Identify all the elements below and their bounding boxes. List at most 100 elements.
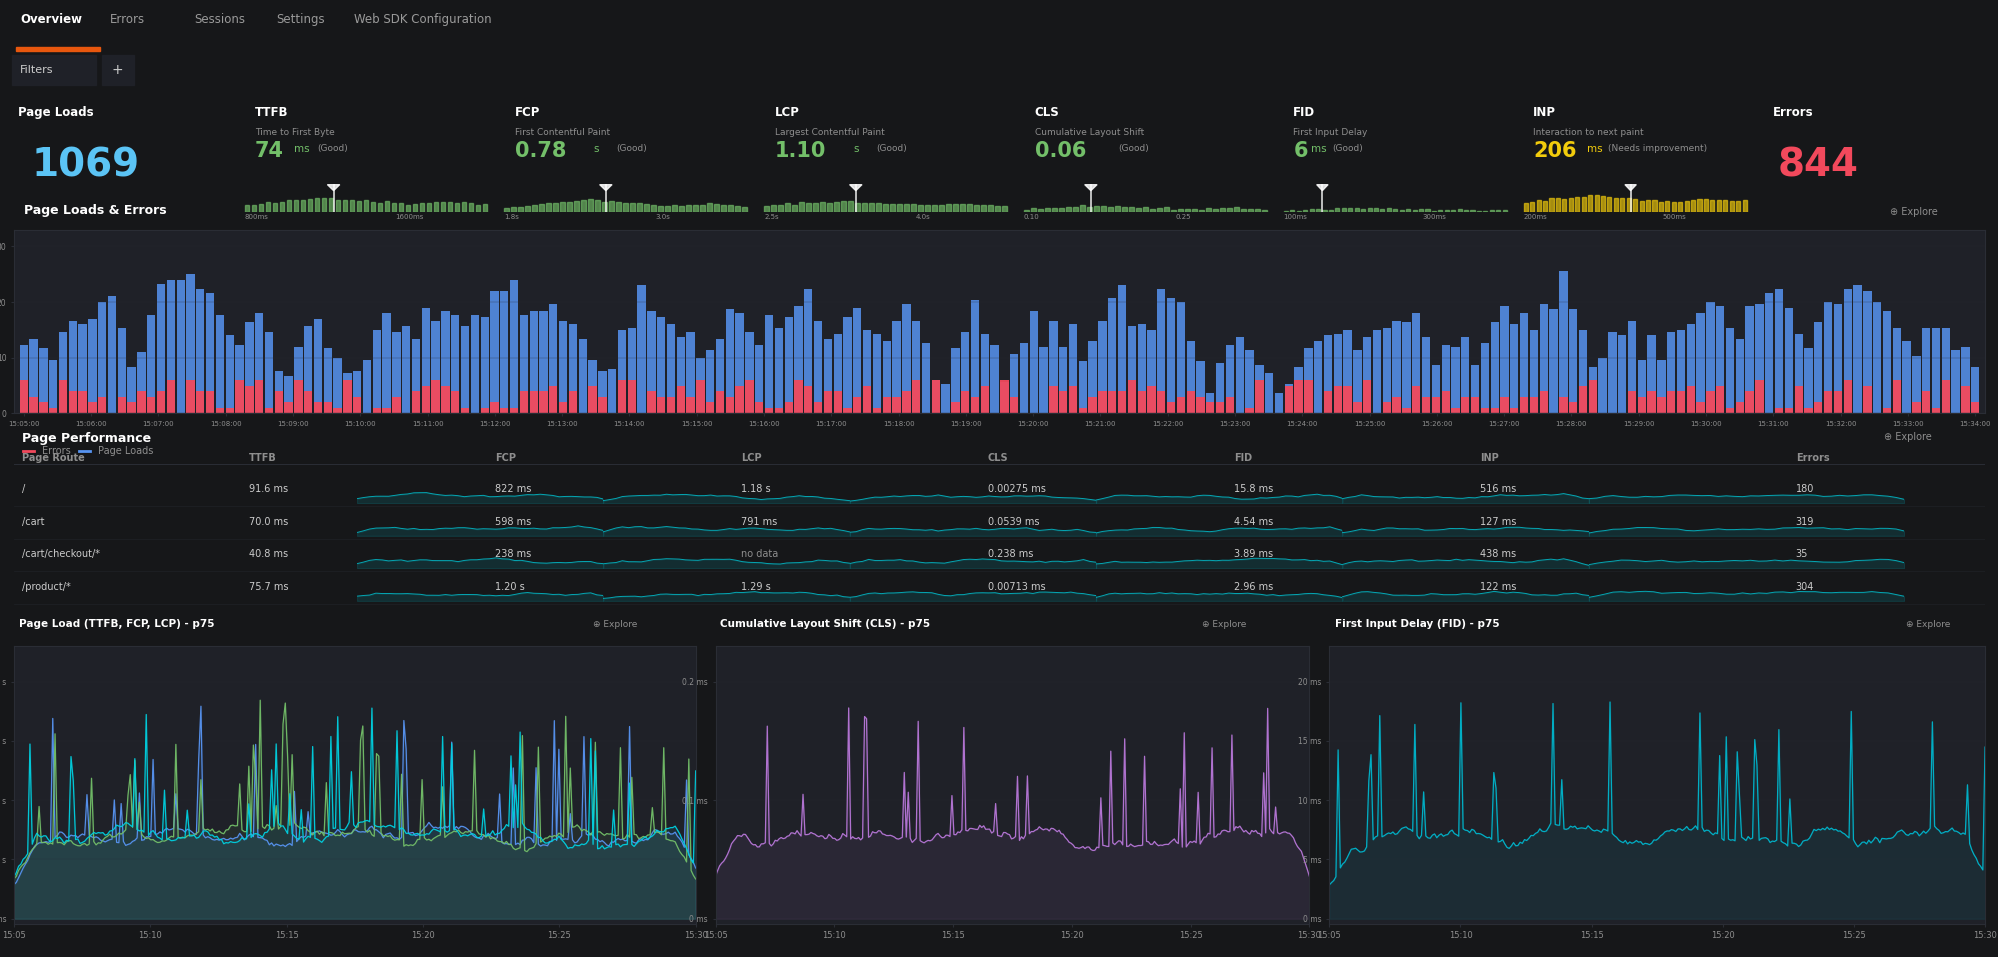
Bar xyxy=(98,302,106,413)
Bar xyxy=(873,334,881,413)
Bar xyxy=(1425,210,1429,212)
Text: 1.10: 1.10 xyxy=(775,141,825,161)
Text: (Good): (Good) xyxy=(875,145,907,153)
Bar xyxy=(1920,391,1930,413)
Bar xyxy=(675,337,685,413)
Bar xyxy=(1822,302,1832,413)
LCP xyxy=(360,702,384,714)
Bar xyxy=(1315,209,1319,212)
Bar xyxy=(1191,210,1197,212)
Bar xyxy=(1554,198,1558,212)
Bar xyxy=(803,386,811,413)
Bar xyxy=(931,205,937,212)
Bar xyxy=(1706,391,1714,413)
Bar xyxy=(1245,408,1253,413)
Bar xyxy=(274,391,284,413)
Bar xyxy=(206,391,214,413)
Polygon shape xyxy=(1624,185,1636,190)
Text: +: + xyxy=(112,63,124,77)
FCP xyxy=(248,695,272,706)
Text: Cumulative Layout Shift (CLS) - p75: Cumulative Layout Shift (CLS) - p75 xyxy=(719,619,929,630)
Text: 1600ms: 1600ms xyxy=(396,213,424,220)
Bar xyxy=(1656,360,1664,413)
Bar xyxy=(1029,311,1037,413)
Bar xyxy=(452,391,460,413)
Bar xyxy=(334,408,342,413)
CLS xyxy=(1069,842,1093,854)
Bar xyxy=(304,391,312,413)
Bar xyxy=(1295,367,1303,413)
Bar xyxy=(1069,386,1077,413)
Bar xyxy=(1471,366,1479,413)
Bar xyxy=(1902,341,1910,413)
Bar xyxy=(1097,321,1107,413)
Text: Page Route: Page Route xyxy=(22,453,84,462)
Bar xyxy=(422,386,430,413)
Bar xyxy=(1117,285,1125,413)
Bar xyxy=(1620,198,1624,212)
Bar xyxy=(30,339,38,413)
LCP xyxy=(408,830,432,841)
Bar xyxy=(226,336,234,413)
Bar xyxy=(1177,210,1183,212)
Text: Page Loads & Errors: Page Loads & Errors xyxy=(24,204,166,217)
Bar xyxy=(480,317,490,413)
Bar xyxy=(705,402,713,413)
Bar xyxy=(813,321,821,413)
Bar xyxy=(88,319,96,413)
Bar xyxy=(308,198,312,212)
Bar xyxy=(1087,207,1091,212)
Polygon shape xyxy=(1317,185,1327,190)
Bar xyxy=(20,380,28,413)
Bar xyxy=(392,203,396,212)
Polygon shape xyxy=(849,185,861,190)
Bar xyxy=(1135,209,1141,212)
Bar xyxy=(695,358,703,413)
FID xyxy=(1319,877,1343,888)
Bar xyxy=(1528,397,1536,413)
Bar xyxy=(264,332,274,413)
Bar xyxy=(384,201,390,212)
Bar xyxy=(138,391,146,413)
CLS xyxy=(1205,828,1229,839)
Bar xyxy=(364,360,372,413)
Bar xyxy=(643,204,649,212)
Bar xyxy=(1185,210,1189,212)
Bar xyxy=(422,307,430,413)
Text: 1.8s: 1.8s xyxy=(503,213,519,220)
Bar xyxy=(1676,391,1684,413)
Bar xyxy=(863,386,871,413)
Bar xyxy=(735,206,739,212)
Text: ⊕ Explore: ⊕ Explore xyxy=(1203,620,1247,630)
Bar xyxy=(1245,350,1253,413)
Bar xyxy=(1399,211,1403,212)
Bar xyxy=(685,397,695,413)
Text: 1.18 s: 1.18 s xyxy=(741,484,771,494)
Bar xyxy=(226,408,234,413)
Text: 516 ms: 516 ms xyxy=(1481,484,1516,494)
CLS xyxy=(1059,837,1083,849)
Bar xyxy=(721,205,725,212)
FID xyxy=(1912,828,1936,839)
Bar xyxy=(1393,209,1397,212)
Bar xyxy=(166,380,176,413)
Bar xyxy=(1323,210,1327,212)
Bar xyxy=(517,208,523,212)
Text: 0.0539 ms: 0.0539 ms xyxy=(987,517,1039,526)
Bar xyxy=(1734,201,1740,212)
Bar xyxy=(420,203,424,212)
Bar xyxy=(1616,336,1626,413)
CLS xyxy=(703,870,727,881)
Bar xyxy=(569,324,577,413)
Bar xyxy=(615,203,621,212)
Bar xyxy=(559,402,567,413)
Bar xyxy=(1205,209,1211,212)
Bar xyxy=(647,311,655,413)
Bar xyxy=(1157,208,1161,212)
Bar xyxy=(1073,207,1077,212)
Polygon shape xyxy=(328,185,340,190)
Bar xyxy=(1636,397,1644,413)
Bar xyxy=(805,203,811,212)
Bar xyxy=(1367,209,1371,212)
Text: 0.00275 ms: 0.00275 ms xyxy=(987,484,1045,494)
